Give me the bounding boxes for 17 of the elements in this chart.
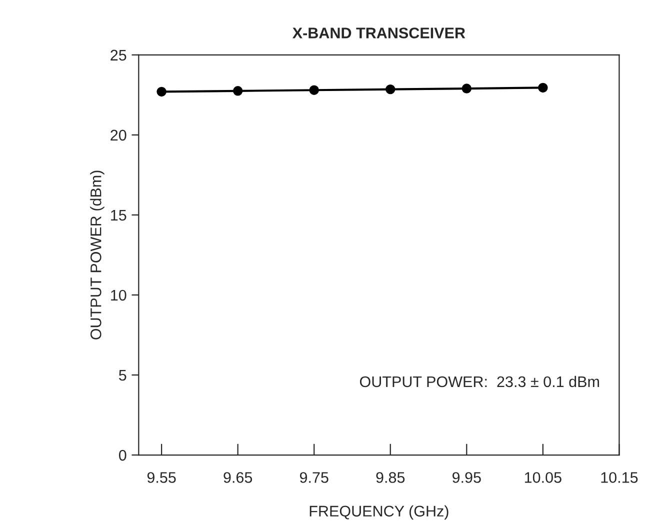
y-tick-label: 20 <box>110 130 126 141</box>
y-tick-label: 15 <box>111 210 126 221</box>
y-axis-title: OUTPUT POWER (dBm) <box>90 170 104 340</box>
x-tick-label: 9.65 <box>224 472 252 483</box>
x-tick-label: 10.15 <box>601 472 638 483</box>
annotation: OUTPUT POWER: 23.3 ± 0.1 dBm <box>360 376 599 388</box>
x-tick-label: 10.05 <box>524 472 562 483</box>
x-tick-label: 9.95 <box>452 472 481 483</box>
x-axis-title: FREQUENCY (GHz) <box>310 505 448 520</box>
chart-title: X-BAND TRANSCEIVER <box>292 28 466 38</box>
x-tick-label: 9.85 <box>376 472 405 483</box>
y-tick-label: 5 <box>118 370 126 381</box>
y-tick-label: 25 <box>110 50 126 61</box>
y-tick-label: 0 <box>118 450 126 461</box>
x-tick-label: 9.55 <box>147 472 176 483</box>
x-tick-label: 9.75 <box>300 472 328 483</box>
y-tick-label: 10 <box>111 290 126 301</box>
